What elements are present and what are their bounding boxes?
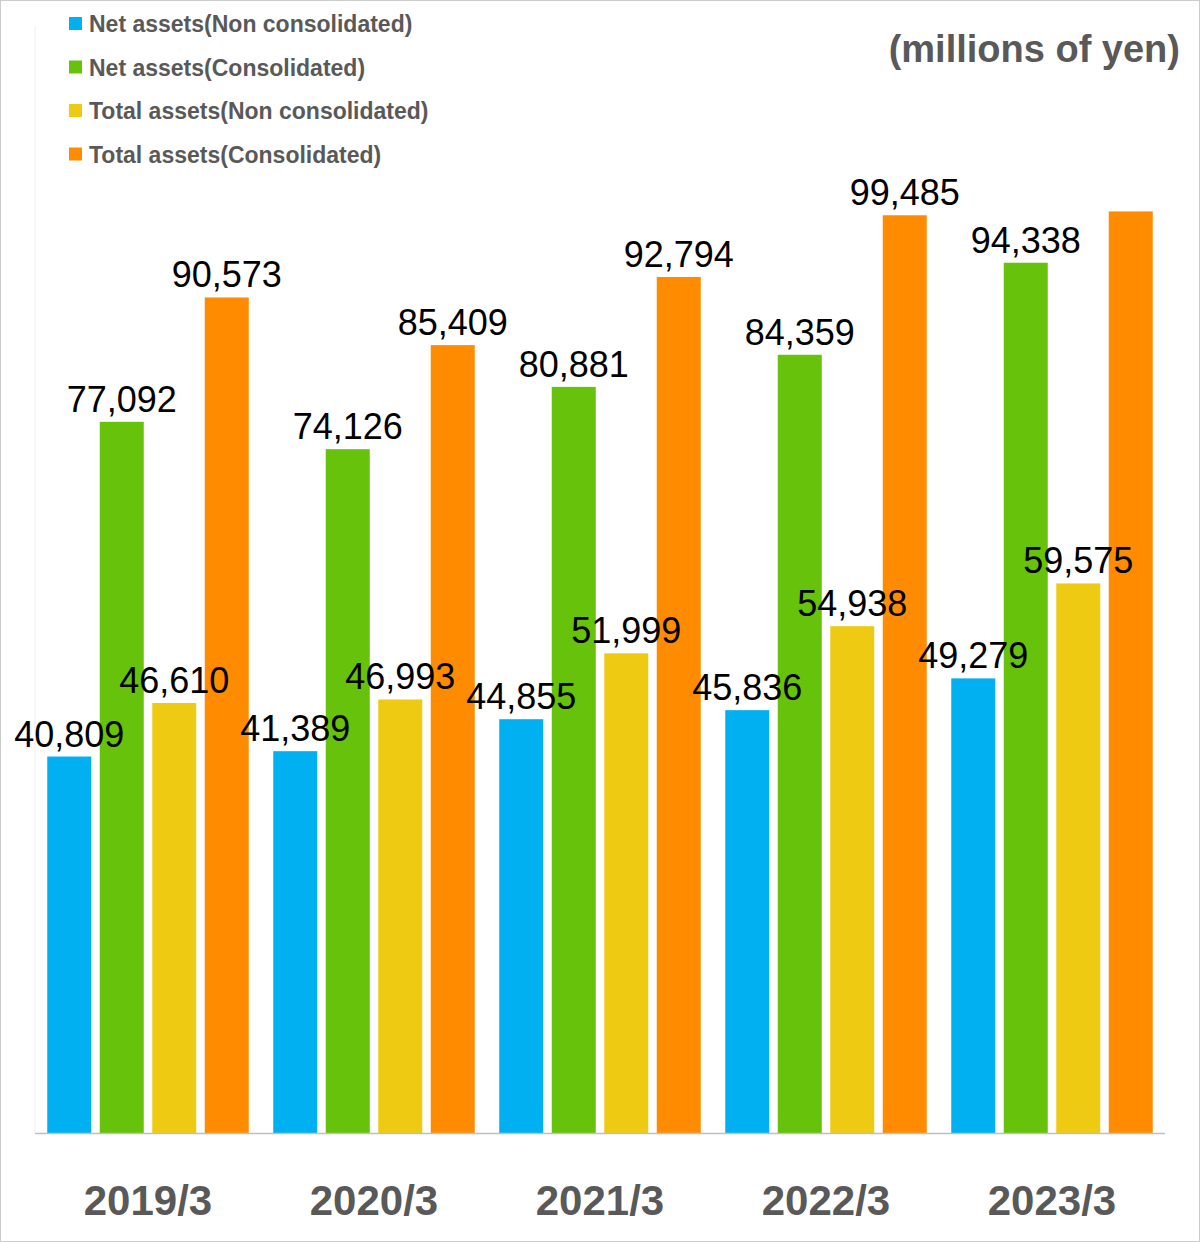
bar xyxy=(830,626,874,1133)
data-label: 84,359 xyxy=(745,312,855,353)
legend-label: Net assets(Non consolidated) xyxy=(89,11,412,37)
frame xyxy=(1,1,1200,1242)
bar xyxy=(1109,211,1153,1133)
bar xyxy=(604,653,648,1133)
legend-label: Net assets(Consolidated) xyxy=(89,55,365,81)
bar xyxy=(725,710,769,1133)
data-label: 45,836 xyxy=(692,667,802,708)
category-label: 2021/3 xyxy=(536,1177,664,1224)
data-label: 46,610 xyxy=(119,660,229,701)
data-label: 54,938 xyxy=(797,583,907,624)
data-label: 49,279 xyxy=(918,635,1028,676)
bar xyxy=(1056,583,1100,1133)
x-axis xyxy=(35,1133,1165,1135)
legend-swatch xyxy=(69,61,82,74)
data-label: 77,092 xyxy=(67,379,177,420)
bar xyxy=(378,699,422,1133)
bar xyxy=(152,703,196,1133)
data-label: 59,575 xyxy=(1023,540,1133,581)
data-label: 41,389 xyxy=(240,708,350,749)
bar xyxy=(1004,263,1048,1133)
legend-swatch xyxy=(69,104,82,117)
category-label: 2022/3 xyxy=(762,1177,890,1224)
bar xyxy=(499,719,543,1133)
data-label: 94,338 xyxy=(971,220,1081,261)
data-label: 46,993 xyxy=(345,656,455,697)
data-label: 99,485 xyxy=(850,172,960,213)
category-label: 2020/3 xyxy=(310,1177,438,1224)
bars xyxy=(47,211,1153,1133)
bar xyxy=(100,422,144,1133)
legend: Net assets(Non consolidated) Net assets(C… xyxy=(69,11,429,168)
bar xyxy=(273,751,317,1133)
data-labels: 40,809 41,389 44,855 45,836 49,279 77,092 74,1… xyxy=(14,172,1133,754)
data-label: 80,881 xyxy=(519,344,629,385)
data-label: 85,409 xyxy=(398,302,508,343)
bar xyxy=(47,757,91,1133)
data-label: 90,573 xyxy=(172,254,282,295)
data-label: 92,794 xyxy=(624,234,734,275)
bar xyxy=(951,678,995,1133)
bar xyxy=(778,355,822,1133)
category-label: 2019/3 xyxy=(84,1177,212,1224)
legend-label: Total assets(Consolidated) xyxy=(89,142,381,168)
unit-label: (millions of yen) xyxy=(889,28,1180,70)
category-label: 2023/3 xyxy=(988,1177,1116,1224)
data-label: 44,855 xyxy=(466,676,576,717)
legend-swatch xyxy=(69,148,82,161)
data-label: 40,809 xyxy=(14,714,124,755)
legend-label: Total assets(Non consolidated) xyxy=(89,98,429,124)
y-axis xyxy=(35,26,36,1133)
bar xyxy=(431,345,475,1133)
legend-swatch xyxy=(69,17,82,30)
bar xyxy=(326,449,370,1133)
bar xyxy=(552,387,596,1133)
chart: 40,809 41,389 44,855 45,836 49,279 77,092 74,1… xyxy=(0,0,1200,1242)
data-label: 74,126 xyxy=(293,406,403,447)
data-label: 51,999 xyxy=(571,610,681,651)
